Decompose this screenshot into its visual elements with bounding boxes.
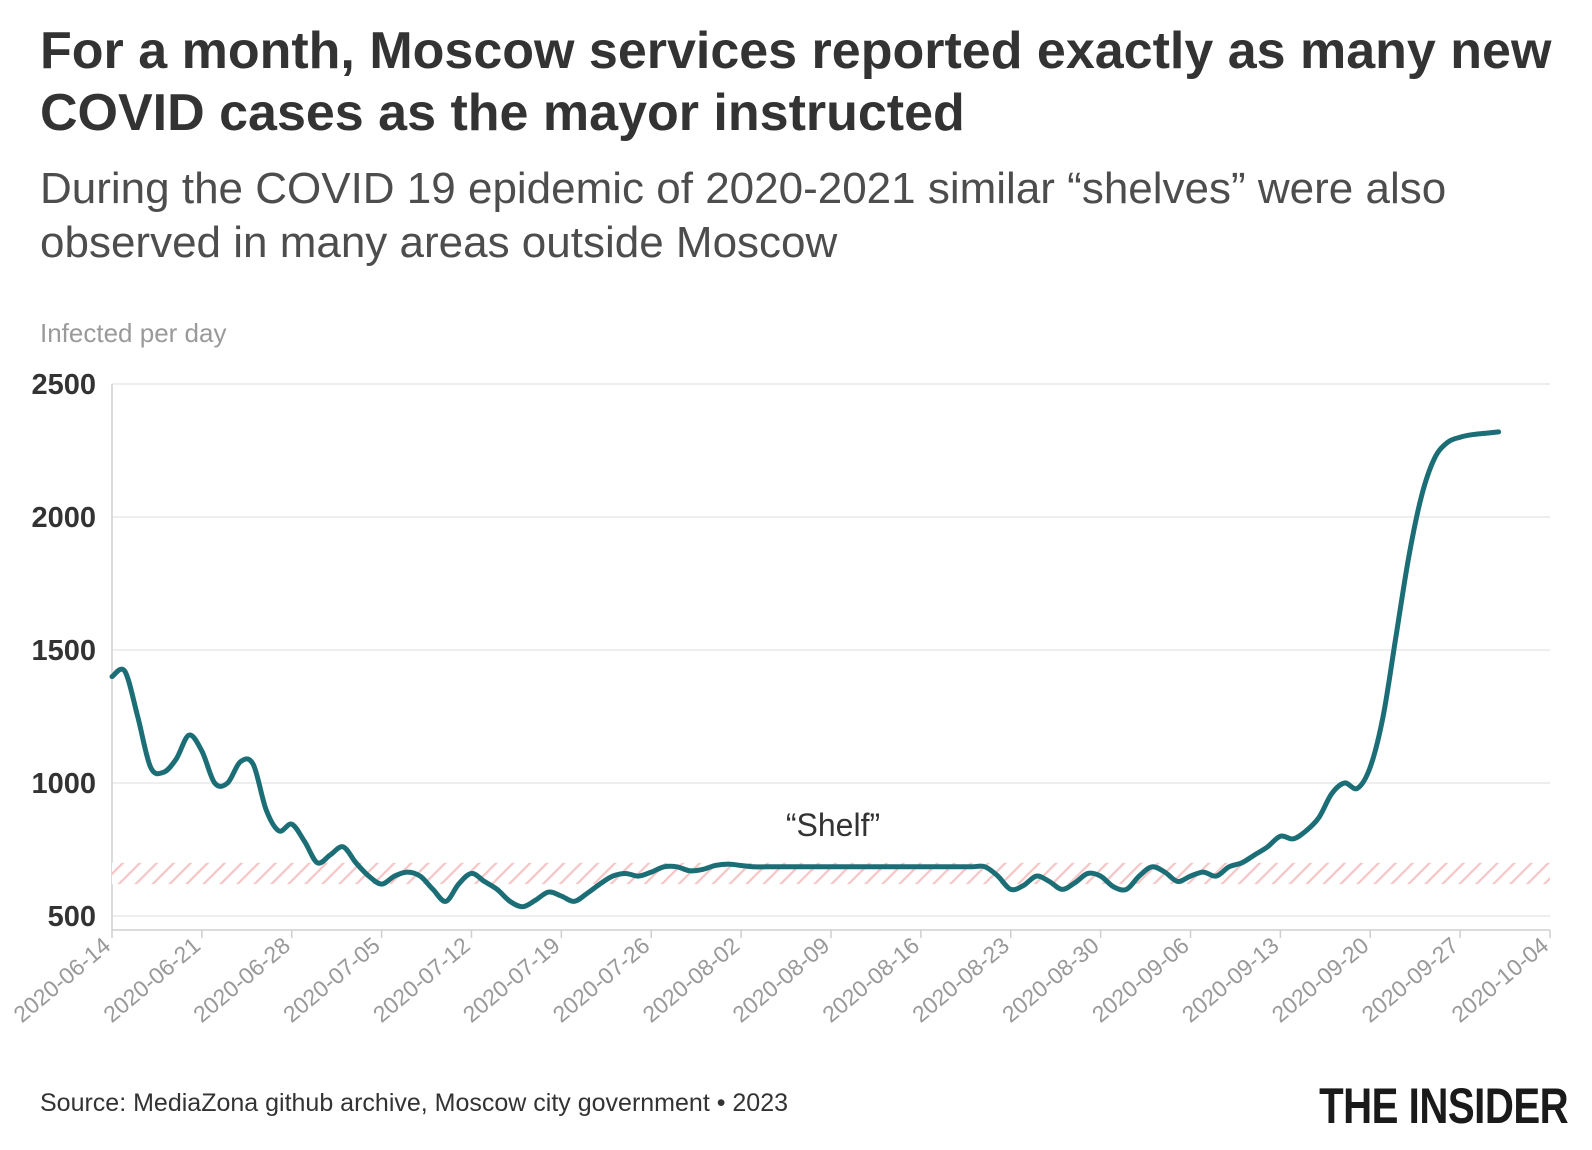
svg-text:1500: 1500: [31, 635, 96, 667]
svg-text:2020-07-05: 2020-07-05: [278, 932, 385, 1028]
svg-text:2020-06-28: 2020-06-28: [188, 932, 295, 1028]
svg-text:2020-07-12: 2020-07-12: [368, 932, 475, 1028]
svg-text:2020-07-19: 2020-07-19: [458, 932, 565, 1028]
svg-text:2020-08-16: 2020-08-16: [817, 932, 924, 1028]
svg-text:1000: 1000: [31, 768, 96, 800]
svg-text:2500: 2500: [31, 369, 96, 401]
svg-text:2020-09-13: 2020-09-13: [1177, 932, 1284, 1028]
svg-text:2020-09-06: 2020-09-06: [1087, 932, 1194, 1028]
svg-text:2020-07-26: 2020-07-26: [548, 932, 655, 1028]
svg-text:500: 500: [48, 901, 96, 933]
svg-text:2020-10-04: 2020-10-04: [1446, 932, 1553, 1028]
svg-text:2020-08-02: 2020-08-02: [637, 932, 744, 1028]
svg-text:2020-09-27: 2020-09-27: [1356, 932, 1463, 1028]
svg-text:2020-09-20: 2020-09-20: [1267, 932, 1374, 1028]
svg-text:2020-08-30: 2020-08-30: [997, 932, 1104, 1028]
svg-text:2000: 2000: [31, 502, 96, 534]
svg-text:2020-06-21: 2020-06-21: [98, 932, 205, 1028]
svg-text:2020-08-23: 2020-08-23: [907, 932, 1014, 1028]
svg-text:“Shelf”: “Shelf”: [786, 807, 880, 843]
svg-text:2020-08-09: 2020-08-09: [727, 932, 834, 1028]
svg-text:2020-06-14: 2020-06-14: [8, 932, 115, 1028]
